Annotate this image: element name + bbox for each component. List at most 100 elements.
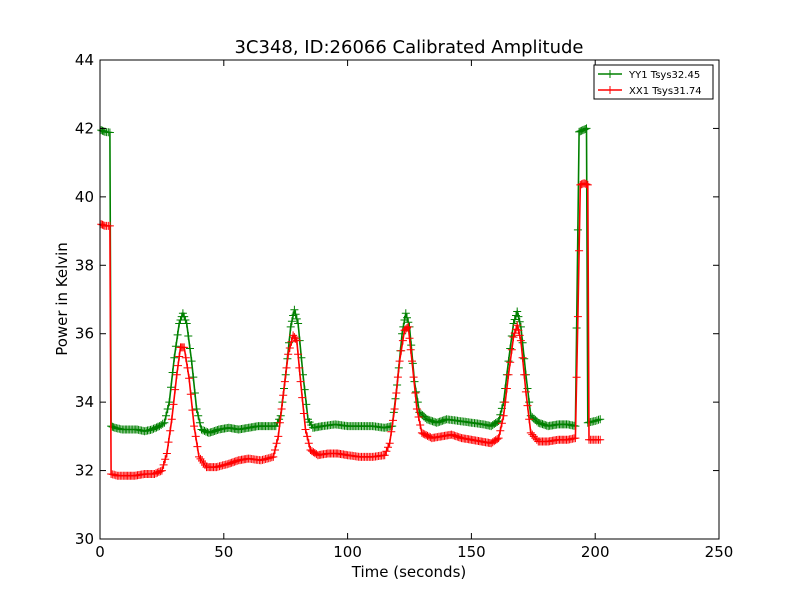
data-point	[387, 427, 396, 436]
data-point	[301, 425, 310, 434]
data-point	[172, 370, 181, 379]
data-point	[493, 418, 502, 426]
data-point	[165, 398, 174, 407]
data-point	[178, 309, 187, 318]
data-point	[277, 405, 286, 413]
data-point	[380, 451, 389, 460]
data-point	[514, 312, 523, 321]
data-point	[525, 415, 534, 424]
data-point	[181, 316, 190, 324]
data-point	[408, 357, 416, 366]
data-point	[395, 357, 404, 366]
data-point	[157, 466, 166, 475]
data-point	[514, 326, 523, 335]
data-point	[501, 398, 510, 407]
data-point	[105, 221, 114, 230]
data-point	[575, 246, 584, 255]
data-point	[304, 439, 313, 448]
y-tick-label: 38	[75, 256, 94, 274]
y-tick-label: 42	[75, 119, 94, 137]
data-point	[393, 373, 402, 382]
data-point	[403, 313, 411, 322]
data-point	[523, 401, 532, 410]
data-point	[509, 333, 518, 342]
data-point	[404, 322, 413, 331]
data-point	[294, 319, 303, 328]
data-point	[194, 411, 203, 420]
data-point	[274, 432, 283, 441]
data-point	[285, 344, 294, 352]
data-point	[518, 353, 527, 362]
data-point	[286, 322, 295, 331]
data-point	[592, 416, 601, 425]
y-axis-label: Power in Kelvin	[53, 242, 71, 356]
data-point	[167, 383, 175, 392]
data-point	[183, 363, 192, 372]
data-point	[162, 411, 170, 420]
data-point	[180, 343, 189, 352]
data-point	[182, 319, 191, 328]
legend-marker	[606, 86, 614, 94]
data-point	[163, 405, 172, 413]
data-point	[298, 393, 307, 402]
data-point	[272, 439, 281, 448]
data-point	[164, 438, 173, 447]
y-tick-label: 40	[75, 188, 94, 206]
data-point	[170, 353, 179, 362]
data-point	[167, 415, 176, 424]
data-point	[409, 373, 418, 382]
data-point	[198, 457, 206, 465]
data-point	[193, 442, 202, 451]
data-point	[287, 337, 296, 346]
data-point	[303, 432, 312, 441]
x-tick-label: 50	[214, 543, 233, 561]
legend: YY1 Tsys32.45 XX1 Tsys31.74	[593, 64, 714, 100]
data-point	[389, 416, 397, 425]
data-point	[397, 346, 406, 355]
data-point	[161, 455, 170, 464]
y-tick-label: 36	[75, 325, 94, 343]
data-point	[287, 317, 296, 326]
x-tick-label: 0	[95, 543, 105, 561]
data-point	[520, 354, 529, 363]
data-point	[398, 336, 407, 345]
y-axis: 30 32 34 36 38 40 42 44	[75, 51, 719, 548]
data-point	[502, 384, 511, 393]
data-point	[181, 353, 190, 362]
data-point	[494, 434, 503, 443]
legend-label: YY1 Tsys32.45	[628, 70, 700, 81]
data-point	[504, 357, 513, 366]
data-point	[572, 324, 581, 332]
data-point	[509, 319, 518, 328]
data-point	[506, 344, 515, 353]
data-point	[573, 312, 582, 321]
data-point	[390, 405, 399, 413]
data-point	[188, 406, 197, 415]
data-point	[105, 128, 114, 137]
data-point	[275, 415, 284, 424]
data-point	[520, 370, 529, 379]
data-point	[591, 417, 600, 425]
data-point	[513, 321, 522, 330]
data-point	[291, 310, 300, 319]
data-point	[406, 345, 415, 354]
data-point	[413, 398, 422, 407]
chart-title: 3C348, ID:26066 Calibrated Amplitude	[234, 37, 583, 58]
y-tick-label: 44	[75, 51, 94, 69]
data-point	[596, 435, 605, 444]
x-tick-label: 250	[705, 543, 734, 561]
data-point	[174, 361, 182, 370]
data-point	[299, 409, 308, 418]
data-point	[168, 368, 177, 377]
data-point	[504, 370, 513, 379]
data-point	[507, 345, 516, 354]
data-point	[195, 418, 204, 427]
data-point	[412, 405, 421, 413]
x-tick-label: 200	[581, 543, 610, 561]
data-point	[160, 418, 169, 427]
data-point	[275, 418, 284, 427]
data-point	[516, 336, 525, 345]
data-point	[186, 390, 195, 399]
data-point	[186, 344, 194, 353]
data-point	[271, 422, 280, 431]
